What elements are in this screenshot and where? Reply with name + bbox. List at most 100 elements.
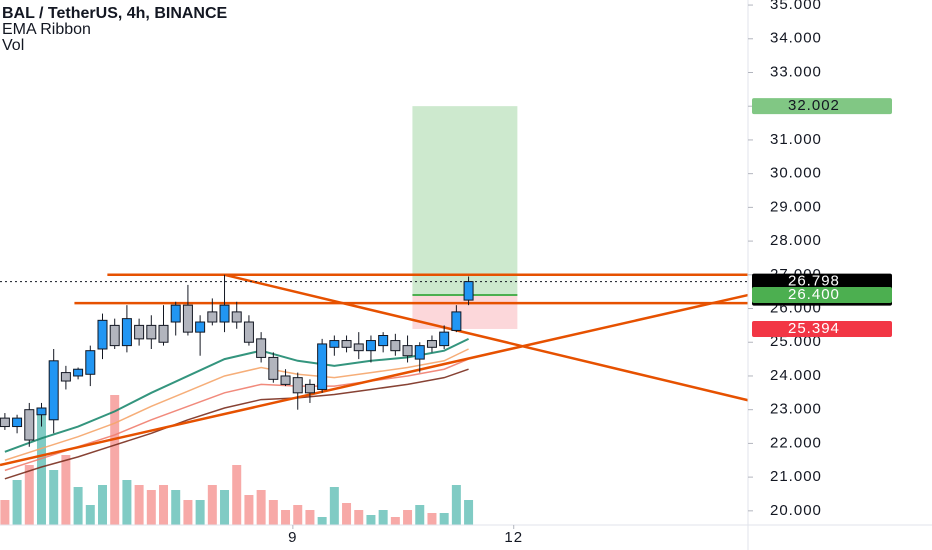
volume-bar <box>220 490 230 525</box>
y-tick-label: 34.000 <box>770 30 822 47</box>
volume-bar <box>195 500 205 525</box>
candle-body <box>109 324 120 347</box>
candle-body <box>304 383 315 394</box>
volume-bar <box>24 465 34 525</box>
price-badge-label: 26.400 <box>788 286 840 303</box>
volume-bar <box>159 485 169 525</box>
candle-body <box>85 350 96 375</box>
candle-body <box>182 304 193 333</box>
candle-body <box>0 417 10 428</box>
candle-body <box>463 281 474 301</box>
candle-body <box>207 311 218 323</box>
volume-bar <box>36 415 46 525</box>
candle-body <box>146 324 157 340</box>
candle-body <box>73 368 84 377</box>
volume-bar <box>403 510 413 525</box>
ema-line <box>4 337 470 453</box>
candle-body <box>402 345 413 357</box>
price-badge <box>752 287 892 304</box>
candle-body <box>170 304 181 323</box>
volume-bar <box>366 515 376 525</box>
volume-bar <box>122 480 132 525</box>
volume-bar <box>354 510 364 525</box>
volume-bar <box>12 480 22 525</box>
candle-body <box>36 407 47 416</box>
candle-body <box>353 343 364 352</box>
price-badge-label: 25.394 <box>788 320 840 337</box>
volume-bar <box>73 487 83 525</box>
plot <box>0 106 749 525</box>
volume-bar <box>49 470 59 525</box>
y-tick-label: 23.000 <box>770 401 822 418</box>
candle-body <box>329 340 340 348</box>
y-tick-label: 28.000 <box>770 232 822 249</box>
candle-body <box>426 340 437 348</box>
y-tick-label: 30.000 <box>770 165 822 182</box>
volume-bar <box>329 487 339 525</box>
volume-bar <box>415 505 425 525</box>
y-tick-label: 21.000 <box>770 468 822 485</box>
candle-body <box>231 311 242 323</box>
volume-bar <box>464 500 474 525</box>
volume-bar <box>134 485 144 525</box>
candle-body <box>134 324 145 340</box>
profit-zone <box>412 106 518 296</box>
ema-line <box>4 368 469 480</box>
candle-body <box>158 324 169 343</box>
volume-bar <box>451 485 461 525</box>
candle-body <box>317 343 328 390</box>
candle-body <box>439 331 450 347</box>
x-tick-label: 12 <box>504 529 523 546</box>
price-badge <box>752 320 892 337</box>
price-badge-label: 26.798 <box>788 273 840 290</box>
candle-body <box>97 319 108 350</box>
volume-bar <box>305 510 315 525</box>
volume-bar <box>207 485 217 525</box>
candle-body <box>341 340 352 348</box>
y-tick-label: 31.000 <box>770 131 822 148</box>
volume-bar <box>439 513 449 525</box>
x-tick-label: 9 <box>288 529 297 546</box>
volume-bar <box>293 505 303 525</box>
volume-bar <box>0 500 10 525</box>
candle-body <box>414 345 425 360</box>
volume-bar <box>390 517 400 525</box>
candle-body <box>390 340 401 352</box>
price-badge <box>752 98 892 115</box>
volume-bar <box>232 465 242 525</box>
volume-bar <box>85 505 95 525</box>
candle-body <box>280 375 291 385</box>
volume-bar <box>61 455 71 525</box>
candle-body <box>195 321 206 333</box>
volume-bar <box>110 395 120 525</box>
ema-line <box>4 348 469 461</box>
indicator-label: Vol <box>2 37 24 54</box>
price-badge-label: 32.002 <box>788 97 840 114</box>
y-tick-label: 25.000 <box>770 333 822 350</box>
trend-line <box>0 293 749 467</box>
candle-body <box>451 311 462 331</box>
candle-body <box>256 338 267 358</box>
volume-bar <box>97 485 107 525</box>
y-tick-label: 29.000 <box>770 198 822 215</box>
indicator-label: EMA Ribbon <box>2 21 91 38</box>
candle-body <box>243 321 254 343</box>
volume-bar <box>171 490 181 525</box>
volume-bar <box>256 490 266 525</box>
volume-bar <box>146 490 156 525</box>
volume-bar <box>244 495 254 525</box>
candle-body <box>48 360 59 421</box>
y-tick-label: 35.000 <box>770 0 822 13</box>
candle-body <box>24 409 35 441</box>
candle-body <box>121 318 132 347</box>
candle-body <box>60 372 71 382</box>
trend-line <box>224 273 749 402</box>
volume-bar <box>317 517 327 525</box>
y-tick-label: 33.000 <box>770 63 822 80</box>
candle-body <box>268 356 279 380</box>
volume-bar <box>378 510 388 525</box>
volume-bar <box>342 503 352 525</box>
volume-bar <box>183 500 193 525</box>
candle-body <box>292 377 303 394</box>
